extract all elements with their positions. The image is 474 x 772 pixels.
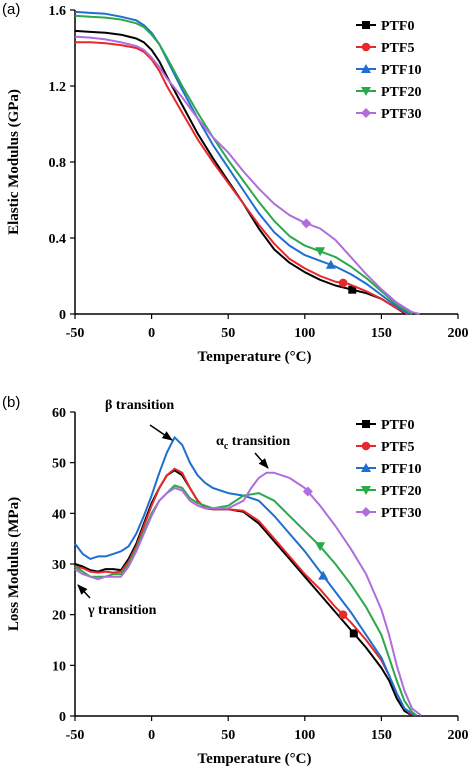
legend-label-ptf30: PTF30 [381, 107, 421, 122]
series-line-ptf5 [74, 467, 413, 716]
series-line-ptf5 [75, 41, 408, 315]
legend-label-ptf0: PTF0 [381, 19, 414, 34]
legend-label-ptf5: PTF5 [381, 41, 414, 56]
x-tick-label: 150 [371, 326, 392, 341]
panel-b: (b)-50 0 50 100 150 2000102030405060Temperatu… [2, 394, 469, 767]
series-marker-ptf0 [348, 285, 357, 294]
legend-marker [361, 64, 371, 73]
y-tick-label: 0 [59, 710, 66, 725]
series-line-ptf0 [74, 469, 413, 717]
legend-label-ptf20: PTF20 [381, 85, 421, 100]
y-axis-title: Elastic Modulus (GPa) [6, 89, 22, 235]
y-tick-label: 1.2 [49, 80, 67, 95]
series-line-ptf30 [74, 35, 420, 315]
annotation-label: αc transition [216, 434, 290, 452]
x-axis-title: Temperature (°C) [198, 349, 312, 365]
series-line-ptf30 [74, 471, 422, 717]
legend-marker [361, 507, 371, 517]
x-tick-label: 50 [221, 728, 235, 743]
x-tick-label: 200 [448, 728, 469, 743]
y-tick-label: 0.8 [49, 156, 67, 171]
legend-marker [361, 87, 371, 96]
legend-label-ptf10: PTF10 [381, 63, 421, 78]
annotation-arrow [254, 452, 269, 469]
y-tick-label: 10 [52, 659, 66, 674]
legend-marker [361, 463, 371, 472]
legend-label-ptf30: PTF30 [381, 506, 421, 521]
legend-marker [362, 420, 370, 428]
x-tick-label: 150 [371, 728, 392, 743]
series-marker-ptf30 [302, 486, 313, 497]
x-tick-label: 0 [148, 326, 155, 341]
y-tick-label: 20 [52, 609, 66, 624]
legend: PTF0 PTF5 PTF10 PTF20 PTF30 [356, 418, 421, 521]
legend-label-ptf0: PTF0 [381, 418, 414, 433]
legend-marker [362, 21, 370, 29]
annotation-arrow [77, 584, 91, 599]
series-marker-ptf5 [338, 610, 348, 619]
x-tick-label: 100 [294, 326, 315, 341]
y-tick-label: 30 [52, 558, 66, 573]
annotation-label: γ transition [87, 603, 157, 618]
y-tick-label: 1.6 [49, 4, 67, 19]
legend-label-ptf20: PTF20 [381, 484, 421, 499]
legend: PTF0 PTF5 PTF10 PTF20 PTF30 [356, 19, 421, 122]
y-tick-label: 50 [52, 457, 66, 472]
series-marker-ptf5 [338, 278, 348, 288]
x-tick-label: -50 [66, 728, 85, 743]
series-marker-ptf20 [315, 247, 326, 257]
x-tick-label: 200 [448, 326, 469, 341]
y-tick-label: 0 [59, 308, 66, 323]
series-line-ptf20 [74, 484, 418, 717]
series-marker-ptf0 [349, 629, 358, 638]
legend-marker [361, 108, 371, 118]
annotation-label: β transition [105, 398, 174, 413]
panel-label: (b) [2, 394, 20, 411]
series-marker-ptf10 [318, 570, 329, 580]
x-axis-title: Temperature (°C) [198, 751, 312, 767]
x-tick-label: 100 [294, 728, 315, 743]
y-tick-label: 60 [52, 406, 66, 421]
legend-label-ptf5: PTF5 [381, 440, 414, 455]
legend-label-ptf10: PTF10 [381, 462, 421, 477]
x-tick-label: 0 [148, 728, 155, 743]
y-tick-label: 0.4 [49, 232, 67, 247]
series-marker-ptf20 [315, 542, 326, 552]
legend-marker [361, 42, 371, 52]
y-tick-label: 40 [52, 507, 66, 522]
series-marker-ptf10 [325, 259, 336, 269]
panel-a: (a)-50 0 50 100 150 20000.40.81.21.6Temperatu… [2, 1, 469, 365]
series-line-ptf20 [74, 14, 413, 315]
series-marker-ptf30 [301, 218, 312, 229]
panel-label: (a) [2, 1, 20, 18]
series-line-ptf10 [74, 436, 416, 717]
legend-marker [361, 441, 371, 451]
annotation-arrow [149, 424, 173, 441]
y-axis-title: Loss Modulus (MPa) [6, 497, 22, 631]
legend-marker [361, 486, 371, 495]
x-tick-label: -50 [66, 326, 85, 341]
x-tick-label: 50 [221, 326, 235, 341]
series-line-ptf10 [74, 10, 410, 315]
